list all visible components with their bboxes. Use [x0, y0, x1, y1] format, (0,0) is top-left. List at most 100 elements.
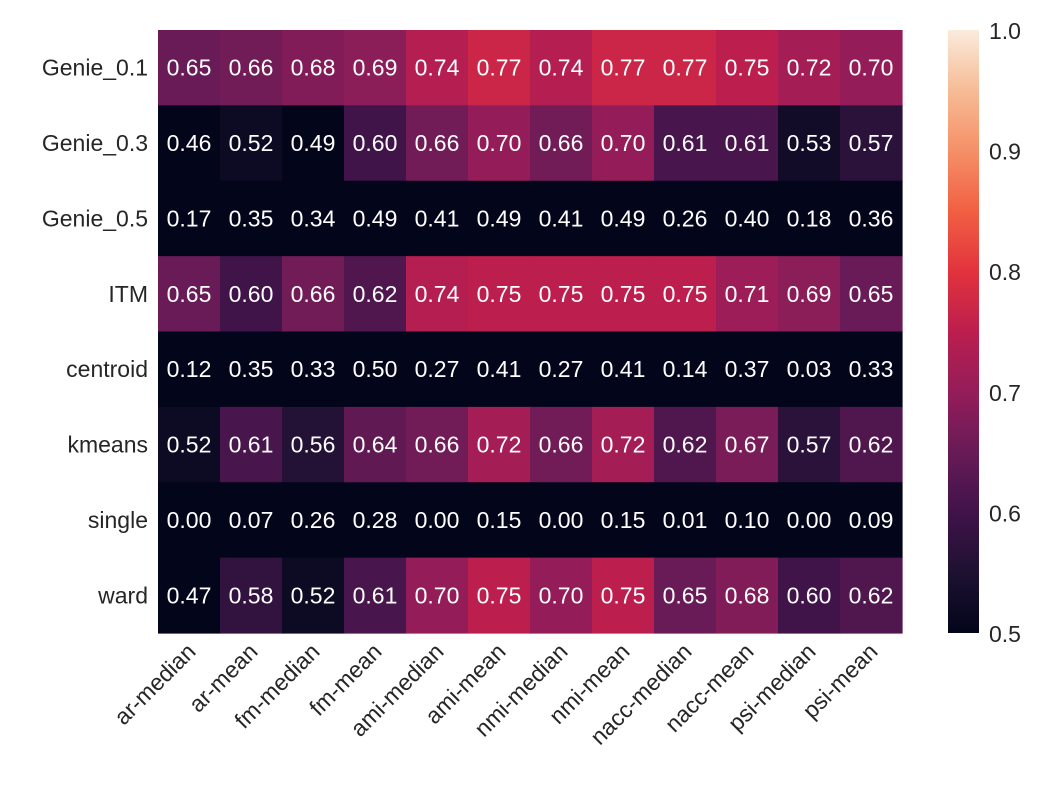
heatmap-cell	[840, 331, 903, 408]
y-tick-label: ITM	[108, 281, 148, 307]
heatmap-cell	[282, 256, 345, 333]
heatmap-cell	[468, 482, 531, 559]
heatmap-cell	[778, 256, 841, 333]
cell-value-label: 0.00	[415, 507, 460, 533]
cell-value-label: 0.61	[229, 432, 274, 458]
cell-value-label: 0.75	[725, 55, 770, 81]
heatmap-cell	[344, 180, 407, 257]
heatmap-cell	[716, 105, 779, 182]
cell-value-label: 0.74	[415, 55, 460, 81]
heatmap-cell	[282, 180, 345, 257]
heatmap-cell	[592, 557, 655, 634]
heatmap-cell	[716, 256, 779, 333]
cell-value-label: 0.14	[663, 356, 708, 382]
heatmap-cell	[158, 331, 221, 408]
cell-value-label: 0.49	[601, 205, 646, 231]
heatmap-cell	[406, 105, 469, 182]
heatmap-cell	[282, 557, 345, 634]
cell-value-label: 0.75	[477, 281, 522, 307]
y-tick-label: Genie_0.3	[42, 130, 148, 156]
heatmap-cell	[530, 105, 593, 182]
colorbar-tick-label: 0.7	[989, 380, 1021, 406]
heatmap-cell	[406, 256, 469, 333]
heatmap-cell	[530, 557, 593, 634]
cell-value-label: 0.27	[415, 356, 460, 382]
cell-value-label: 0.41	[415, 205, 460, 231]
heatmap-cell	[220, 482, 283, 559]
cell-value-label: 0.37	[725, 356, 770, 382]
cell-value-label: 0.72	[787, 55, 832, 81]
heatmap-cell	[840, 105, 903, 182]
colorbar-tick-label: 0.8	[989, 259, 1021, 285]
cell-value-label: 0.46	[167, 130, 212, 156]
heatmap-cell	[716, 482, 779, 559]
cell-value-label: 0.33	[291, 356, 336, 382]
heatmap-cell	[344, 105, 407, 182]
cell-value-label: 0.62	[353, 281, 398, 307]
heatmap-cell	[530, 406, 593, 483]
heatmap-cell	[716, 557, 779, 634]
heatmap-cell	[282, 482, 345, 559]
cell-value-label: 0.60	[229, 281, 274, 307]
heatmap-cell	[220, 331, 283, 408]
cell-value-label: 0.75	[663, 281, 708, 307]
cell-value-label: 0.70	[601, 130, 646, 156]
cell-value-label: 0.77	[477, 55, 522, 81]
cell-value-label: 0.01	[663, 507, 708, 533]
colorbar-tick-label: 1.0	[989, 18, 1021, 44]
cell-value-label: 0.67	[725, 432, 770, 458]
cell-value-label: 0.75	[601, 582, 646, 608]
heatmap-cell	[716, 406, 779, 483]
heatmap-cell	[654, 30, 717, 106]
heatmap-cell	[654, 331, 717, 408]
y-tick-label: single	[88, 507, 148, 533]
cell-value-label: 0.00	[167, 507, 212, 533]
cell-value-label: 0.15	[477, 507, 522, 533]
y-tick-label: ward	[97, 582, 148, 608]
heatmap-cell	[158, 482, 221, 559]
heatmap-cell	[220, 406, 283, 483]
heatmap-cell	[406, 406, 469, 483]
cell-value-label: 0.65	[849, 281, 894, 307]
colorbar-tick-label: 0.6	[989, 500, 1021, 526]
cell-value-label: 0.26	[291, 507, 336, 533]
heatmap-cell	[530, 256, 593, 333]
cell-value-label: 0.70	[415, 582, 460, 608]
y-tick-label: centroid	[66, 356, 148, 382]
cell-value-label: 0.41	[477, 356, 522, 382]
cell-value-label: 0.34	[291, 205, 336, 231]
heatmap-cell	[344, 256, 407, 333]
heatmap-cell	[220, 105, 283, 182]
cell-value-label: 0.66	[415, 130, 460, 156]
heatmap-cell	[840, 180, 903, 257]
cell-value-label: 0.77	[601, 55, 646, 81]
heatmap-cell	[406, 331, 469, 408]
heatmap-cell	[654, 482, 717, 559]
cell-value-label: 0.62	[849, 582, 894, 608]
cell-value-label: 0.28	[353, 507, 398, 533]
cell-value-label: 0.75	[601, 281, 646, 307]
cell-value-label: 0.00	[787, 507, 832, 533]
cell-value-label: 0.61	[663, 130, 708, 156]
cell-value-label: 0.26	[663, 205, 708, 231]
heatmap-cell	[220, 557, 283, 634]
cell-value-label: 0.66	[229, 55, 274, 81]
cell-value-label: 0.61	[725, 130, 770, 156]
heatmap-cell	[778, 180, 841, 257]
heatmap-cell	[158, 406, 221, 483]
cell-value-label: 0.72	[477, 432, 522, 458]
heatmap-cell	[406, 482, 469, 559]
cell-value-label: 0.41	[601, 356, 646, 382]
heatmap-cell	[468, 180, 531, 257]
cell-value-label: 0.72	[601, 432, 646, 458]
cell-value-label: 0.07	[229, 507, 274, 533]
cell-value-label: 0.03	[787, 356, 832, 382]
cell-value-label: 0.66	[539, 432, 584, 458]
cell-value-label: 0.40	[725, 205, 770, 231]
cell-value-label: 0.35	[229, 205, 274, 231]
cell-value-label: 0.56	[291, 432, 336, 458]
cell-value-label: 0.52	[291, 582, 336, 608]
heatmap-cell	[282, 331, 345, 408]
heatmap-cell	[468, 256, 531, 333]
cell-value-label: 0.10	[725, 507, 770, 533]
